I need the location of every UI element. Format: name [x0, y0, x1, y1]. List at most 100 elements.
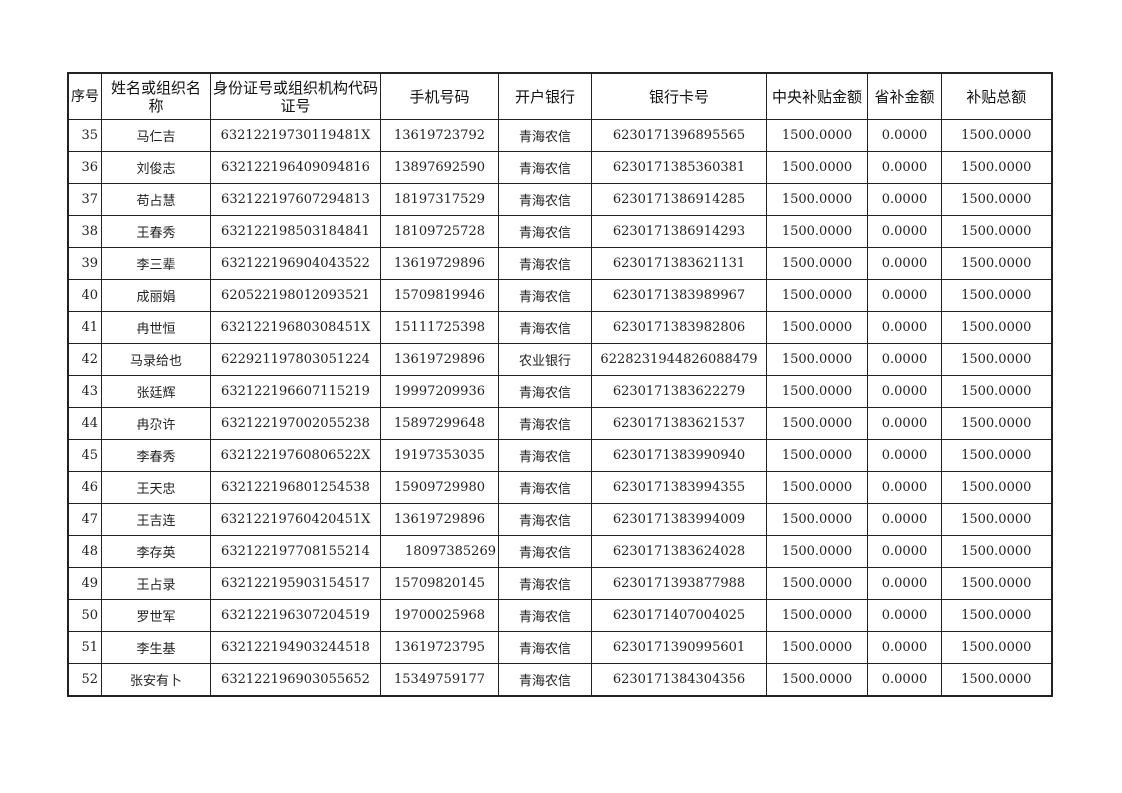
cell-total-subsidy: 1500.0000 [941, 567, 1052, 600]
cell-id-number: 632122196409094816 [210, 151, 381, 184]
cell-name: 苟占慧 [101, 183, 211, 216]
cell-total-subsidy: 1500.0000 [941, 247, 1052, 280]
table-row: 41 冉世恒 63212219680308451X 15111725398 青海农信 62… [67, 311, 1052, 344]
cell-bank: 农业银行 [498, 343, 592, 376]
cell-id-number: 632122197002055238 [210, 407, 381, 440]
cell-card-number: 6230171396895565 [591, 119, 767, 152]
cell-total-subsidy: 1500.0000 [941, 663, 1052, 697]
cell-seq: 40 [67, 279, 102, 312]
cell-bank: 青海农信 [498, 407, 592, 440]
cell-provincial-subsidy: 0.0000 [867, 663, 942, 697]
cell-card-number: 6230171383621131 [591, 247, 767, 280]
cell-name: 成丽娟 [101, 279, 211, 312]
cell-name: 李生基 [101, 631, 211, 664]
cell-provincial-subsidy: 0.0000 [867, 151, 942, 184]
table-row: 39 李三辈 632122196904043522 13619729896 青海农信 62… [67, 247, 1052, 280]
cell-provincial-subsidy: 0.0000 [867, 279, 942, 312]
cell-bank: 青海农信 [498, 631, 592, 664]
cell-provincial-subsidy: 0.0000 [867, 215, 942, 248]
header-bank: 开户银行 [498, 72, 592, 120]
cell-total-subsidy: 1500.0000 [941, 215, 1052, 248]
cell-id-number: 632122194903244518 [210, 631, 381, 664]
table-row: 43 张廷辉 632122196607115219 19997209936 青海农信 62… [67, 375, 1052, 408]
cell-provincial-subsidy: 0.0000 [867, 567, 942, 600]
cell-seq: 46 [67, 471, 102, 504]
cell-provincial-subsidy: 0.0000 [867, 407, 942, 440]
cell-card-number: 6230171383994355 [591, 471, 767, 504]
cell-card-number: 6230171384304356 [591, 663, 767, 697]
cell-provincial-subsidy: 0.0000 [867, 343, 942, 376]
cell-bank: 青海农信 [498, 503, 592, 536]
cell-provincial-subsidy: 0.0000 [867, 471, 942, 504]
cell-bank: 青海农信 [498, 311, 592, 344]
cell-phone: 18197317529 [380, 183, 499, 216]
table-row: 51 李生基 632122194903244518 13619723795 青海农信 62… [67, 631, 1052, 664]
cell-central-subsidy: 1500.0000 [766, 599, 868, 632]
cell-provincial-subsidy: 0.0000 [867, 439, 942, 472]
cell-id-number: 632122197708155214 [210, 535, 381, 568]
cell-name: 王占录 [101, 567, 211, 600]
cell-phone: 15111725398 [380, 311, 499, 344]
cell-phone: 13619729896 [380, 247, 499, 280]
cell-central-subsidy: 1500.0000 [766, 375, 868, 408]
cell-card-number: 6230171390995601 [591, 631, 767, 664]
cell-id-number: 622921197803051224 [210, 343, 381, 376]
table-row: 47 王吉连 63212219760420451X 13619729896 青海农信 62… [67, 503, 1052, 536]
cell-name: 冉尕许 [101, 407, 211, 440]
table-row: 44 冉尕许 632122197002055238 15897299648 青海农信 62… [67, 407, 1052, 440]
cell-card-number: 6230171383982806 [591, 311, 767, 344]
cell-central-subsidy: 1500.0000 [766, 343, 868, 376]
cell-phone: 19197353035 [380, 439, 499, 472]
cell-id-number: 63212219760806522X [210, 439, 381, 472]
cell-card-number: 6230171383622279 [591, 375, 767, 408]
cell-total-subsidy: 1500.0000 [941, 599, 1052, 632]
cell-card-number: 6230171385360381 [591, 151, 767, 184]
header-seq: 序号 [67, 72, 102, 120]
cell-phone: 15349759177 [380, 663, 499, 697]
cell-total-subsidy: 1500.0000 [941, 407, 1052, 440]
cell-id-number: 63212219760420451X [210, 503, 381, 536]
cell-central-subsidy: 1500.0000 [766, 119, 868, 152]
header-row: 序号 姓名或组织名称 身份证号或组织机构代码证号 手机号码 开户银行 银行卡号 … [67, 72, 1052, 120]
cell-seq: 42 [67, 343, 102, 376]
cell-provincial-subsidy: 0.0000 [867, 631, 942, 664]
cell-phone: 19700025968 [380, 599, 499, 632]
cell-bank: 青海农信 [498, 151, 592, 184]
cell-seq: 44 [67, 407, 102, 440]
cell-bank: 青海农信 [498, 215, 592, 248]
header-total-subsidy: 补贴总额 [941, 72, 1052, 120]
cell-id-number: 632122197607294813 [210, 183, 381, 216]
cell-name: 李春秀 [101, 439, 211, 472]
cell-central-subsidy: 1500.0000 [766, 247, 868, 280]
cell-provincial-subsidy: 0.0000 [867, 535, 942, 568]
cell-card-number: 6230171386914285 [591, 183, 767, 216]
cell-card-number: 6230171383994009 [591, 503, 767, 536]
table-row: 37 苟占慧 632122197607294813 18197317529 青海农信 62… [67, 183, 1052, 216]
cell-id-number: 632122196903055652 [210, 663, 381, 697]
cell-central-subsidy: 1500.0000 [766, 279, 868, 312]
cell-central-subsidy: 1500.0000 [766, 151, 868, 184]
cell-phone: 13619729896 [380, 343, 499, 376]
cell-bank: 青海农信 [498, 279, 592, 312]
header-central-subsidy: 中央补贴金额 [766, 72, 868, 120]
cell-phone: 13619729896 [380, 503, 499, 536]
cell-bank: 青海农信 [498, 567, 592, 600]
table-row: 35 马仁吉 63212219730119481X 13619723792 青海农信 62… [67, 119, 1052, 152]
cell-name: 李存英 [101, 535, 211, 568]
cell-seq: 51 [67, 631, 102, 664]
cell-total-subsidy: 1500.0000 [941, 439, 1052, 472]
cell-seq: 43 [67, 375, 102, 408]
table-row: 50 罗世军 632122196307204519 19700025968 青海农信 62… [67, 599, 1052, 632]
cell-bank: 青海农信 [498, 599, 592, 632]
cell-provincial-subsidy: 0.0000 [867, 119, 942, 152]
cell-card-number: 6230171407004025 [591, 599, 767, 632]
cell-provincial-subsidy: 0.0000 [867, 503, 942, 536]
cell-seq: 38 [67, 215, 102, 248]
cell-seq: 50 [67, 599, 102, 632]
cell-bank: 青海农信 [498, 247, 592, 280]
cell-total-subsidy: 1500.0000 [941, 311, 1052, 344]
cell-bank: 青海农信 [498, 663, 592, 697]
table-row: 36 刘俊志 632122196409094816 13897692590 青海农信 62… [67, 151, 1052, 184]
cell-card-number: 6230171393877988 [591, 567, 767, 600]
cell-name: 王春秀 [101, 215, 211, 248]
